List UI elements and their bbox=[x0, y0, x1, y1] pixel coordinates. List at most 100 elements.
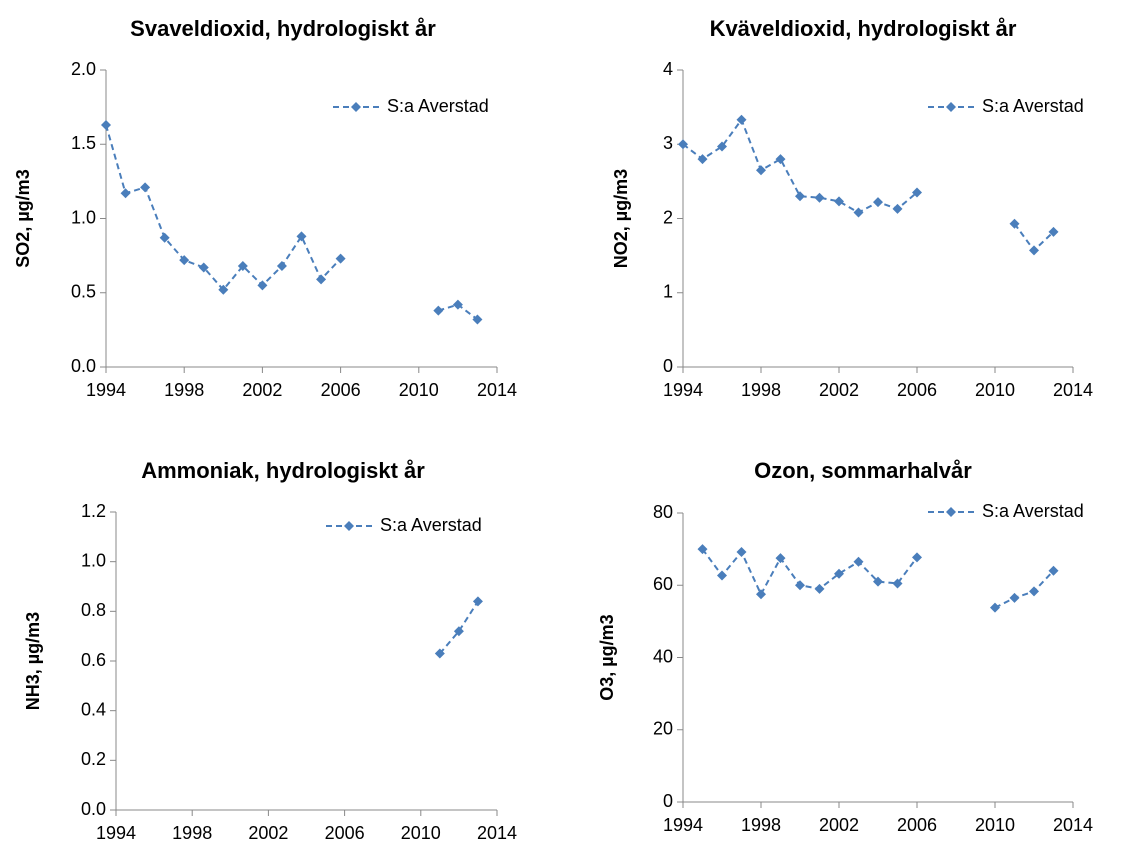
y-tick-label: 2.0 bbox=[71, 59, 96, 79]
data-point bbox=[853, 556, 864, 567]
y-tick-label: 0.0 bbox=[71, 356, 96, 376]
x-tick-label: 2014 bbox=[1053, 380, 1093, 400]
data-point bbox=[736, 547, 747, 558]
data-point bbox=[276, 261, 287, 272]
data-point bbox=[179, 255, 190, 266]
data-point bbox=[1029, 245, 1039, 256]
x-tick-label: 2010 bbox=[975, 815, 1015, 835]
data-point bbox=[120, 188, 131, 199]
data-line bbox=[105, 124, 479, 321]
data-point bbox=[335, 253, 346, 264]
y-tick-label: 4 bbox=[663, 59, 673, 79]
data-point bbox=[912, 552, 922, 563]
y-tick-label: 2 bbox=[663, 207, 673, 227]
y-tick-label: 0.8 bbox=[81, 600, 106, 620]
x-tick-label: 1998 bbox=[741, 380, 781, 400]
data-point bbox=[140, 182, 151, 193]
data-point bbox=[795, 580, 805, 591]
data-point bbox=[697, 154, 708, 165]
panel: Kväveldioxid, hydrologiskt år NO2, µg/m3 0… bbox=[611, 16, 1093, 400]
data-point bbox=[101, 119, 111, 130]
x-tick-label: 1994 bbox=[663, 380, 703, 400]
data-point bbox=[756, 165, 766, 176]
x-tick-label: 2006 bbox=[897, 815, 937, 835]
chart-title: Svaveldioxid, hydrologiskt år bbox=[130, 16, 436, 41]
y-tick-label: 0 bbox=[663, 356, 673, 376]
data-point bbox=[873, 197, 883, 208]
data-point bbox=[218, 284, 229, 295]
data-point bbox=[795, 191, 805, 202]
data-point bbox=[775, 553, 786, 564]
data-line bbox=[439, 600, 479, 655]
data-point bbox=[912, 187, 922, 198]
y-tick-label: 40 bbox=[653, 646, 673, 666]
y-tick-label: 1.2 bbox=[81, 501, 106, 521]
data-point bbox=[453, 626, 464, 637]
x-tick-label: 1994 bbox=[96, 823, 136, 843]
legend-label: S:a Averstad bbox=[982, 96, 1084, 116]
y-tick-label: 0.0 bbox=[81, 799, 106, 819]
data-point bbox=[434, 648, 445, 659]
y-axis-label: SO2, µg/m3 bbox=[13, 169, 33, 267]
y-tick-label: 0.4 bbox=[81, 699, 106, 719]
data-point bbox=[1009, 218, 1020, 229]
x-tick-label: 2010 bbox=[399, 380, 439, 400]
data-point bbox=[834, 568, 844, 579]
y-tick-label: 1.5 bbox=[71, 133, 96, 153]
data-point bbox=[814, 583, 825, 594]
chart-title: Ammoniak, hydrologiskt år bbox=[141, 458, 425, 483]
data-point bbox=[834, 196, 844, 207]
data-line bbox=[682, 117, 1055, 252]
x-tick-label: 2014 bbox=[477, 823, 517, 843]
y-tick-label: 0.6 bbox=[81, 650, 106, 670]
data-point bbox=[472, 314, 483, 325]
x-tick-label: 2002 bbox=[242, 380, 282, 400]
data-point bbox=[452, 299, 463, 310]
data-point bbox=[736, 114, 747, 125]
data-point bbox=[257, 280, 268, 291]
data-point bbox=[472, 596, 483, 607]
legend-label: S:a Averstad bbox=[982, 501, 1084, 521]
x-tick-label: 2006 bbox=[321, 380, 361, 400]
panel: Svaveldioxid, hydrologiskt år SO2, µg/m3 0… bbox=[13, 16, 517, 400]
x-tick-label: 1998 bbox=[164, 380, 204, 400]
data-point bbox=[1048, 565, 1059, 576]
legend-marker bbox=[946, 102, 956, 112]
data-point bbox=[892, 578, 903, 589]
data-point bbox=[296, 231, 307, 242]
x-tick-label: 2006 bbox=[897, 380, 937, 400]
legend-label: S:a Averstad bbox=[387, 96, 489, 116]
y-axis-label: NH3, µg/m3 bbox=[23, 612, 43, 710]
data-point bbox=[678, 139, 688, 150]
x-tick-label: 2010 bbox=[401, 823, 441, 843]
x-tick-label: 1998 bbox=[741, 815, 781, 835]
x-tick-label: 2014 bbox=[477, 380, 517, 400]
x-tick-label: 1994 bbox=[86, 380, 126, 400]
data-point bbox=[198, 262, 209, 273]
y-tick-label: 1 bbox=[663, 282, 673, 302]
data-point bbox=[814, 192, 825, 203]
data-point bbox=[756, 589, 766, 600]
data-point bbox=[433, 305, 444, 316]
y-tick-label: 0.5 bbox=[71, 282, 96, 302]
data-point bbox=[1009, 592, 1020, 603]
y-tick-label: 60 bbox=[653, 574, 673, 594]
x-tick-label: 2006 bbox=[325, 823, 365, 843]
legend-marker bbox=[946, 507, 956, 517]
data-point bbox=[697, 544, 708, 555]
y-tick-label: 20 bbox=[653, 719, 673, 739]
panel: Ammoniak, hydrologiskt år NH3, µg/m3 0.0 0.… bbox=[23, 458, 517, 843]
legend-label: S:a Averstad bbox=[380, 515, 482, 535]
data-point bbox=[717, 570, 727, 581]
data-point bbox=[853, 207, 864, 218]
x-tick-label: 2010 bbox=[975, 380, 1015, 400]
data-point bbox=[990, 602, 1000, 613]
chart-title: Ozon, sommarhalvår bbox=[754, 458, 972, 483]
x-tick-label: 2002 bbox=[819, 380, 859, 400]
legend-marker bbox=[351, 102, 361, 112]
y-tick-label: 1.0 bbox=[71, 207, 96, 227]
y-axis-label: O3, µg/m3 bbox=[597, 614, 617, 700]
data-point bbox=[237, 261, 248, 272]
data-point bbox=[1048, 226, 1059, 237]
